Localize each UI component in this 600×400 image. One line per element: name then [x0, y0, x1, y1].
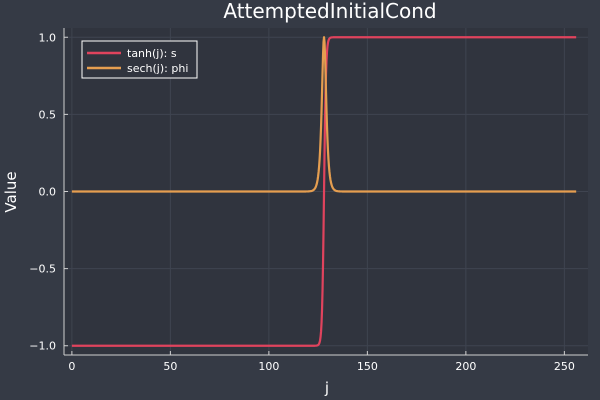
legend-box — [81, 40, 198, 79]
series-line-tanh — [71, 36, 577, 347]
x-tick-label-5: 250 — [554, 360, 575, 373]
y-tick-label-0: −1.0 — [29, 340, 56, 353]
series-group — [71, 36, 577, 347]
y-tick-label-1: −0.5 — [29, 263, 56, 276]
x-tick-label-4: 200 — [455, 360, 476, 373]
y-tick-label-3: 0.5 — [39, 108, 57, 121]
x-axis-label: j — [324, 379, 329, 397]
x-tick-label-1: 50 — [163, 360, 177, 373]
x-tick-label-0: 0 — [68, 360, 75, 373]
y-tick-label-4: 1.0 — [39, 31, 57, 44]
tick-labels: 0 50 100 150 200 250 −1.0 −0.5 0.0 0.5 1.0 — [29, 31, 575, 373]
series-line-sech — [71, 36, 577, 193]
x-tick-label-2: 100 — [258, 360, 279, 373]
legend: tanh(j): s sech(j): phi — [81, 40, 198, 79]
legend-label-sech: sech(j): phi — [127, 62, 188, 75]
axes — [63, 28, 588, 356]
legend-label-tanh: tanh(j): s — [127, 47, 177, 60]
y-axis-label: Value — [2, 171, 20, 212]
chart-title: AttemptedInitialCond — [223, 0, 436, 23]
x-tick-label-3: 150 — [357, 360, 378, 373]
y-tick-label-2: 0.0 — [39, 186, 57, 199]
